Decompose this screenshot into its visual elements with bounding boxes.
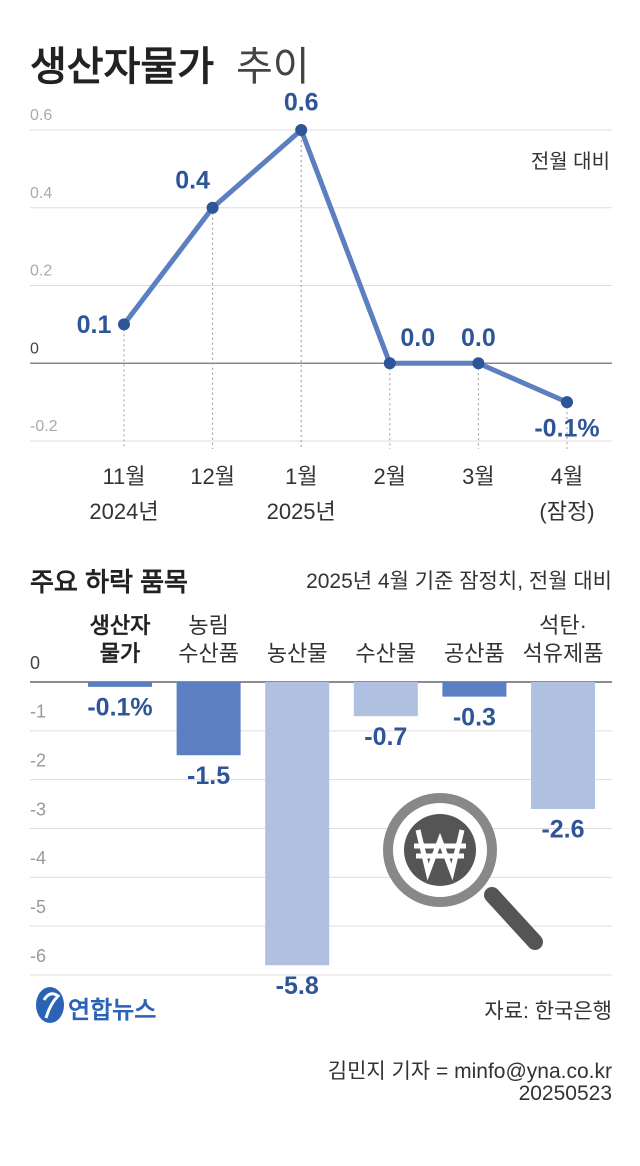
value-label: -5.8	[276, 972, 319, 1000]
value-label: 0.0	[400, 324, 435, 352]
value-label: 0.6	[284, 89, 319, 117]
value-label: 0.1	[77, 311, 112, 339]
point	[383, 357, 396, 370]
y-tick-label: -5	[30, 897, 46, 917]
y-tick-label: -1	[30, 702, 46, 722]
bar-subtitle: 2025년 4월 기준 잠정치, 전월 대비	[306, 570, 612, 593]
value-label: -0.7	[364, 723, 407, 751]
y-tick-label: -6	[30, 946, 46, 966]
x-tick-label: 12월	[190, 464, 235, 489]
bar	[176, 682, 241, 756]
x-tick-label: 11월	[102, 464, 145, 489]
x-tick-label: 4월	[551, 464, 583, 489]
point	[206, 201, 219, 214]
title-suffix: 추이	[236, 45, 310, 89]
x-tick-sublabel: 2025년	[267, 499, 336, 524]
title: 생산자물가	[30, 45, 214, 89]
reporter: 김민지 기자 = minfo@yna.co.kr	[327, 1060, 612, 1083]
x-tick-label: 공산품	[444, 641, 505, 666]
y-tick-label: 0.6	[30, 107, 52, 124]
value-label: -0.1%	[87, 693, 152, 721]
point	[295, 124, 308, 136]
x-tick-label: 3월	[462, 464, 494, 489]
y-tick-label: -0.2	[30, 418, 58, 435]
value-label: -2.6	[541, 816, 584, 844]
y-tick-label: -3	[30, 799, 46, 819]
value-label: 0.4	[175, 166, 210, 194]
x-tick-label: 농림 수산품	[178, 613, 239, 666]
line	[122, 127, 569, 405]
magnifier-icon	[383, 793, 543, 950]
x-tick-label: 농산물	[266, 641, 328, 666]
x-tick-label: 생산자 물가	[89, 613, 151, 666]
bar	[531, 682, 595, 809]
x-tick-label: 2월	[374, 464, 406, 489]
y-tick-label: -4	[30, 848, 46, 868]
x-tick-sublabel: (잠정)	[539, 499, 594, 524]
y-tick-label: 0.2	[30, 263, 52, 280]
point	[118, 318, 130, 331]
logo: 연합뉴스	[68, 997, 157, 1024]
bar-title: 주요 하락 품목	[30, 567, 188, 597]
x-tick-label: 1월	[285, 464, 317, 489]
y-tick-label: -2	[30, 750, 46, 770]
value-label: 0.0	[461, 324, 496, 352]
point	[472, 357, 485, 370]
y-tick-label: 0	[30, 340, 39, 357]
bar	[88, 682, 152, 687]
bar	[265, 682, 330, 966]
bar	[353, 682, 418, 717]
x-tick-label: 수산물	[355, 641, 417, 666]
value-label: -1.5	[187, 762, 230, 790]
value-label: -0.1%	[534, 415, 599, 443]
x-tick-label: 석탄· 석유제품	[522, 613, 604, 666]
y-tick-label: 0.4	[30, 185, 52, 202]
x-tick-sublabel: 2024년	[89, 499, 158, 524]
point	[561, 396, 573, 409]
annotation: 전월 대비	[530, 151, 610, 173]
y-tick-label: 0	[30, 653, 40, 673]
logo-icon	[36, 987, 64, 1023]
source: 자료: 한국은행	[484, 1000, 612, 1023]
value-label: -0.3	[453, 703, 496, 731]
bar	[442, 682, 507, 697]
date: 20250523	[518, 1082, 612, 1105]
